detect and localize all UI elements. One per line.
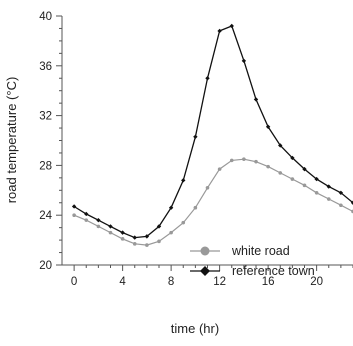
data-point-white-road <box>120 237 125 241</box>
data-point-reference-town <box>120 230 125 235</box>
x-tick-label: 0 <box>71 276 77 288</box>
x-tick-label: 20 <box>310 276 323 288</box>
data-point-white-road <box>108 230 113 235</box>
y-tick-label: 36 <box>39 61 52 73</box>
data-point-reference-town <box>168 205 174 210</box>
data-point-reference-town <box>96 217 101 223</box>
data-point-white-road <box>339 203 343 208</box>
data-point-reference-town <box>241 58 247 64</box>
data-point-white-road <box>266 164 270 169</box>
data-point-white-road <box>96 224 101 229</box>
data-point-white-road <box>181 220 186 225</box>
data-point-reference-town <box>338 190 344 195</box>
data-point-reference-town <box>193 134 198 139</box>
y-tick-label: 20 <box>39 260 52 272</box>
data-point-white-road <box>229 158 234 163</box>
data-point-reference-town <box>217 28 222 34</box>
data-point-reference-town <box>71 204 77 209</box>
data-point-reference-town <box>229 23 234 29</box>
data-point-white-road <box>217 167 222 171</box>
data-point-white-road <box>314 190 319 195</box>
y-tick-label: 24 <box>39 210 52 222</box>
data-point-reference-town <box>156 224 162 229</box>
y-axis-label: road temperature (°C) <box>4 77 19 204</box>
y-axis-ticks: 20 24 28 32 36 40 <box>39 11 62 272</box>
data-point-reference-town <box>108 224 113 229</box>
x-tick-label: 4 <box>119 276 126 288</box>
series-line-white-road <box>73 158 353 246</box>
data-point-reference-town <box>132 235 137 240</box>
data-point-reference-town <box>350 200 353 205</box>
data-point-reference-town <box>290 155 295 161</box>
x-tick-label: 12 <box>213 276 226 288</box>
data-point-white-road <box>302 183 307 188</box>
data-point-white-road <box>72 213 76 217</box>
data-point-white-road <box>254 159 258 164</box>
data-point-white-road <box>169 230 173 235</box>
legend-label-white-road: white road <box>231 244 290 258</box>
data-point-reference-town <box>278 143 283 148</box>
legend-marker-white-road <box>200 246 210 256</box>
legend: white road reference town <box>190 244 315 278</box>
series-line-reference-town <box>73 25 353 239</box>
y-tick-label: 28 <box>39 160 52 172</box>
data-point-white-road <box>84 218 89 222</box>
x-tick-label: 16 <box>262 276 275 288</box>
data-point-reference-town <box>144 234 150 239</box>
data-point-white-road <box>145 243 149 247</box>
plot-area: 20 24 28 32 36 40 0 4 8 12 16 20 <box>39 11 353 288</box>
legend-item-reference-town: reference town <box>190 264 315 278</box>
data-point-reference-town <box>181 178 186 183</box>
y-tick-label: 40 <box>39 11 52 23</box>
data-point-white-road <box>326 197 331 201</box>
x-axis-ticks: 0 4 8 12 16 20 <box>71 265 353 288</box>
data-point-white-road <box>242 157 246 161</box>
data-point-reference-town <box>302 166 307 172</box>
data-point-white-road <box>132 242 137 246</box>
x-axis-label: time (hr) <box>171 321 219 336</box>
data-point-reference-town <box>326 184 331 189</box>
series-layer <box>71 23 353 247</box>
data-point-reference-town <box>314 176 319 182</box>
y-tick-label: 32 <box>39 111 52 123</box>
data-point-reference-town <box>84 211 89 217</box>
data-point-reference-town <box>253 97 259 102</box>
legend-marker-reference-town <box>200 266 210 276</box>
legend-item-white-road: white road <box>190 244 290 258</box>
data-point-reference-town <box>265 124 271 130</box>
data-point-reference-town <box>205 76 210 81</box>
data-point-white-road <box>193 205 198 210</box>
legend-label-reference-town: reference town <box>232 264 315 278</box>
data-point-white-road <box>290 177 295 181</box>
data-point-white-road <box>278 171 283 175</box>
x-tick-label: 8 <box>168 276 174 288</box>
data-point-white-road <box>205 186 210 190</box>
data-point-white-road <box>157 239 161 244</box>
